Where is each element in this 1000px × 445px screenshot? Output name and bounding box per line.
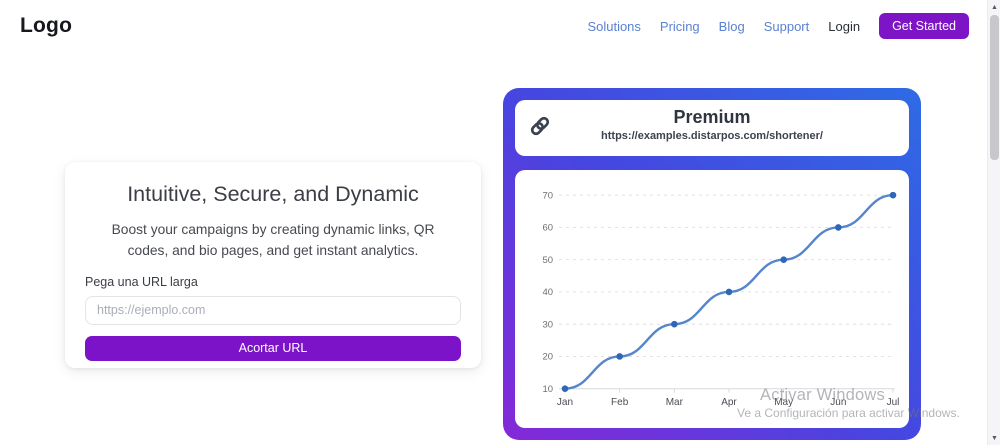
analytics-chart: 10 20 30 40 50 60 70 Jan Feb Mar Apr May Jun Jul	[542, 190, 900, 408]
url-input-label: Pega una URL larga	[85, 274, 198, 289]
svg-text:Jan: Jan	[557, 397, 573, 408]
svg-text:70: 70	[542, 190, 553, 201]
svg-text:30: 30	[542, 319, 553, 330]
svg-text:Apr: Apr	[721, 397, 737, 408]
premium-header: Premium https://examples.distarpos.com/s…	[515, 100, 909, 156]
svg-text:Jun: Jun	[830, 397, 846, 408]
analytics-chart-panel: 10 20 30 40 50 60 70 Jan Feb Mar Apr May Jun Jul	[515, 170, 909, 428]
svg-text:20: 20	[542, 352, 553, 363]
nav-links: Solutions Pricing Blog Support Login Get…	[587, 13, 969, 39]
long-url-input[interactable]	[85, 295, 461, 325]
top-navbar: Logo Solutions Pricing Blog Support Logi…	[0, 0, 987, 52]
scrollbar-down-arrow[interactable]: ▼	[991, 434, 998, 442]
svg-text:40: 40	[542, 287, 553, 298]
login-link[interactable]: Login	[828, 18, 861, 34]
svg-text:Jul: Jul	[887, 397, 900, 408]
logo: Logo	[20, 14, 73, 37]
hero-heading: Intuitive, Secure, and Dynamic	[127, 182, 419, 206]
url-shortener-card: Intuitive, Secure, and Dynamic Boost you…	[65, 162, 481, 368]
scrollbar-thumb[interactable]	[990, 15, 999, 160]
svg-text:May: May	[774, 397, 793, 408]
scrollbar-up-arrow[interactable]: ▲	[991, 3, 998, 11]
nav-support[interactable]: Support	[763, 18, 810, 34]
svg-text:50: 50	[542, 255, 553, 266]
svg-text:Feb: Feb	[611, 397, 629, 408]
premium-short-url: https://examples.distarpos.com/shortener…	[601, 130, 823, 142]
nav-blog[interactable]: Blog	[718, 18, 745, 34]
nav-solutions[interactable]: Solutions	[587, 18, 641, 34]
premium-analytics-card: Premium https://examples.distarpos.com/s…	[503, 88, 921, 440]
vertical-scrollbar[interactable]: ▲ ▼	[987, 0, 1000, 445]
svg-text:Mar: Mar	[666, 397, 684, 408]
hero-description: Boost your campaigns by creating dynamic…	[111, 222, 435, 258]
svg-text:10: 10	[542, 384, 553, 395]
link-icon	[530, 116, 550, 136]
nav-pricing[interactable]: Pricing	[659, 18, 700, 34]
premium-title: Premium	[673, 107, 751, 127]
get-started-button[interactable]: Get Started	[879, 13, 969, 39]
shorten-url-button[interactable]: Acortar URL	[85, 335, 461, 361]
svg-text:60: 60	[542, 223, 553, 234]
